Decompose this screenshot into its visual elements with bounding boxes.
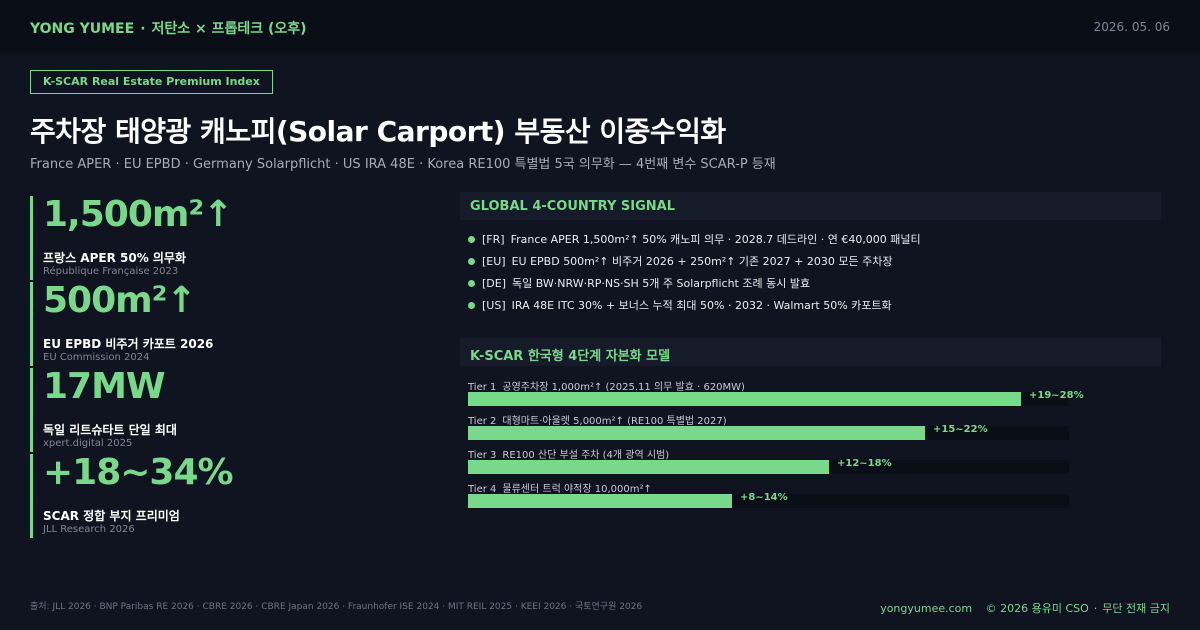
tier-bar — [468, 494, 732, 508]
stat-card: 17MW 독일 리트슈타트 단일 최대 xpert.digital 2025 — [30, 366, 413, 452]
tier-name: Tier 1 — [468, 382, 497, 393]
stat-value: 500m²↑ — [43, 280, 197, 321]
tier-bar-track — [468, 460, 1069, 474]
tier-description: 대형마트·아울렛 5,000m²↑ (RE100 특별법 2027) — [502, 416, 727, 427]
stat-source: République Française 2023 — [43, 266, 179, 277]
stat-value: 1,500m²↑ — [43, 194, 233, 235]
signal-item: [DE] 독일 BW·NRW·RP·NS·SH 5개 주 Solarpflicht… — [468, 275, 921, 297]
tier-bar-track — [468, 426, 1069, 440]
signal-list: [FR] France APER 1,500m²↑ 50% 캐노피 의무 · 20… — [468, 231, 921, 319]
footer-copyright: yongyumee.com © 2026 용유미 CSO · 무단 전재 금지 — [880, 600, 1170, 616]
signal-country-code: [DE] — [482, 277, 507, 290]
stat-label: EU EPBD 비주거 카포트 2026 — [43, 337, 214, 351]
signal-heading-text: GLOBAL 4-COUNTRY SIGNAL — [470, 199, 675, 214]
signal-text: France APER 1,500m²↑ 50% 캐노피 의무 · 2028.7… — [510, 233, 921, 246]
signal-country-code: [EU] — [482, 255, 506, 268]
signal-item: [EU] EU EPBD 500m²↑ 비주거 2026 + 250m²↑ 기존 … — [468, 253, 921, 275]
stat-label: 독일 리트슈타트 단일 최대 — [43, 423, 177, 437]
brand-name: YONG YUMEE — [30, 21, 135, 37]
page-title: 주차장 태양광 캐노피(Solar Carport) 부동산 이중수익화 — [30, 115, 726, 148]
chart-title: K-SCAR 한국형 4단계 자본화 모델 — [470, 349, 671, 364]
stat-label: SCAR 정합 부지 프리미엄 — [43, 509, 180, 523]
top-bar — [0, 0, 1200, 53]
footer-site-link[interactable]: yongyumee.com — [880, 602, 973, 615]
tier-bar — [468, 426, 925, 440]
footer-separator: · — [1093, 602, 1098, 615]
bullet-icon — [468, 280, 475, 287]
publish-date: 2026. 05. 06 — [1093, 20, 1170, 34]
tier-value-label: +15~22% — [933, 424, 988, 435]
tier-bar — [468, 460, 829, 474]
signal-item: [US] IRA 48E ITC 30% + 보너스 누적 최대 50% · 20… — [468, 297, 921, 319]
stat-card: 500m²↑ EU EPBD 비주거 카포트 2026 EU Commissio… — [30, 280, 413, 366]
brand-line: YONG YUMEE · 저탄소 × 프롭테크 (오후) — [30, 18, 307, 38]
tier-bar — [468, 392, 1021, 406]
footer-notice: 무단 전재 금지 — [1102, 602, 1170, 615]
signal-panel-heading: GLOBAL 4-COUNTRY SIGNAL — [460, 192, 1161, 220]
signal-text: 독일 BW·NRW·RP·NS·SH 5개 주 Solarpflicht 조례 … — [512, 277, 811, 290]
stat-card: +18~34% SCAR 정합 부지 프리미엄 JLL Research 202… — [30, 452, 413, 538]
tier-description: 공영주차장 1,000m²↑ (2025.11 의무 발효 · 620MW) — [502, 382, 745, 393]
footer-sources: 출처: JLL 2026 · BNP Paribas RE 2026 · CBR… — [30, 602, 643, 612]
tier-bar-track — [468, 392, 1069, 406]
signal-item: [FR] France APER 1,500m²↑ 50% 캐노피 의무 · 20… — [468, 231, 921, 253]
tier-label: Tier 2 대형마트·아울렛 5,000m²↑ (RE100 특별법 2027) — [468, 412, 727, 427]
tier-label: Tier 1 공영주차장 1,000m²↑ (2025.11 의무 발효 · 62… — [468, 378, 745, 393]
footer-copyright-text: © 2026 용유미 CSO — [985, 602, 1089, 615]
tier-description: 물류센터 트럭 야적장 10,000m²↑ — [502, 484, 652, 495]
stat-label: 프랑스 APER 50% 의무화 — [43, 251, 187, 265]
signal-country-code: [FR] — [482, 233, 505, 246]
brand-subtitle: 저탄소 × 프롭테크 (오후) — [151, 21, 307, 37]
page-subtitle: France APER · EU EPBD · Germany Solarpfl… — [30, 157, 776, 172]
index-badge: K-SCAR Real Estate Premium Index — [30, 70, 273, 94]
tier-bar-row: Tier 3 RE100 산단 부설 주차 (4개 광역 시범) +12~18% — [468, 446, 1168, 476]
stat-source: JLL Research 2026 — [43, 524, 135, 535]
chart-panel-heading: K-SCAR 한국형 4단계 자본화 모델 — [460, 338, 1161, 366]
signal-country-code: [US] — [482, 299, 506, 312]
tier-bar-row: Tier 4 물류센터 트럭 야적장 10,000m²↑ +8~14% — [468, 480, 1168, 510]
stat-source: xpert.digital 2025 — [43, 438, 133, 449]
stat-value: +18~34% — [43, 452, 234, 493]
bullet-icon — [468, 258, 475, 265]
tier-value-label: +12~18% — [837, 458, 892, 469]
brand-separator: · — [140, 21, 146, 37]
signal-text: IRA 48E ITC 30% + 보너스 누적 최대 50% · 2032 ·… — [511, 299, 892, 312]
tier-bar-row: Tier 1 공영주차장 1,000m²↑ (2025.11 의무 발효 · 62… — [468, 378, 1168, 408]
stat-source: EU Commission 2024 — [43, 352, 150, 363]
tier-value-label: +19~28% — [1029, 390, 1084, 401]
tier-name: Tier 4 — [468, 484, 497, 495]
tier-bar-row: Tier 2 대형마트·아울렛 5,000m²↑ (RE100 특별법 2027)… — [468, 412, 1168, 442]
bullet-icon — [468, 302, 475, 309]
tier-name: Tier 3 — [468, 450, 497, 461]
bullet-icon — [468, 236, 475, 243]
tier-description: RE100 산단 부설 주차 (4개 광역 시범) — [502, 450, 670, 461]
tier-bar-track — [468, 494, 1069, 508]
tier-name: Tier 2 — [468, 416, 497, 427]
stat-value: 17MW — [43, 366, 166, 407]
tier-label: Tier 3 RE100 산단 부설 주차 (4개 광역 시범) — [468, 446, 669, 461]
tier-value-label: +8~14% — [740, 492, 788, 503]
stat-card: 1,500m²↑ 프랑스 APER 50% 의무화 République Fra… — [30, 194, 413, 280]
tier-label: Tier 4 물류센터 트럭 야적장 10,000m²↑ — [468, 480, 652, 495]
signal-text: EU EPBD 500m²↑ 비주거 2026 + 250m²↑ 기존 2027… — [511, 255, 893, 268]
footer-separator — [977, 602, 981, 615]
